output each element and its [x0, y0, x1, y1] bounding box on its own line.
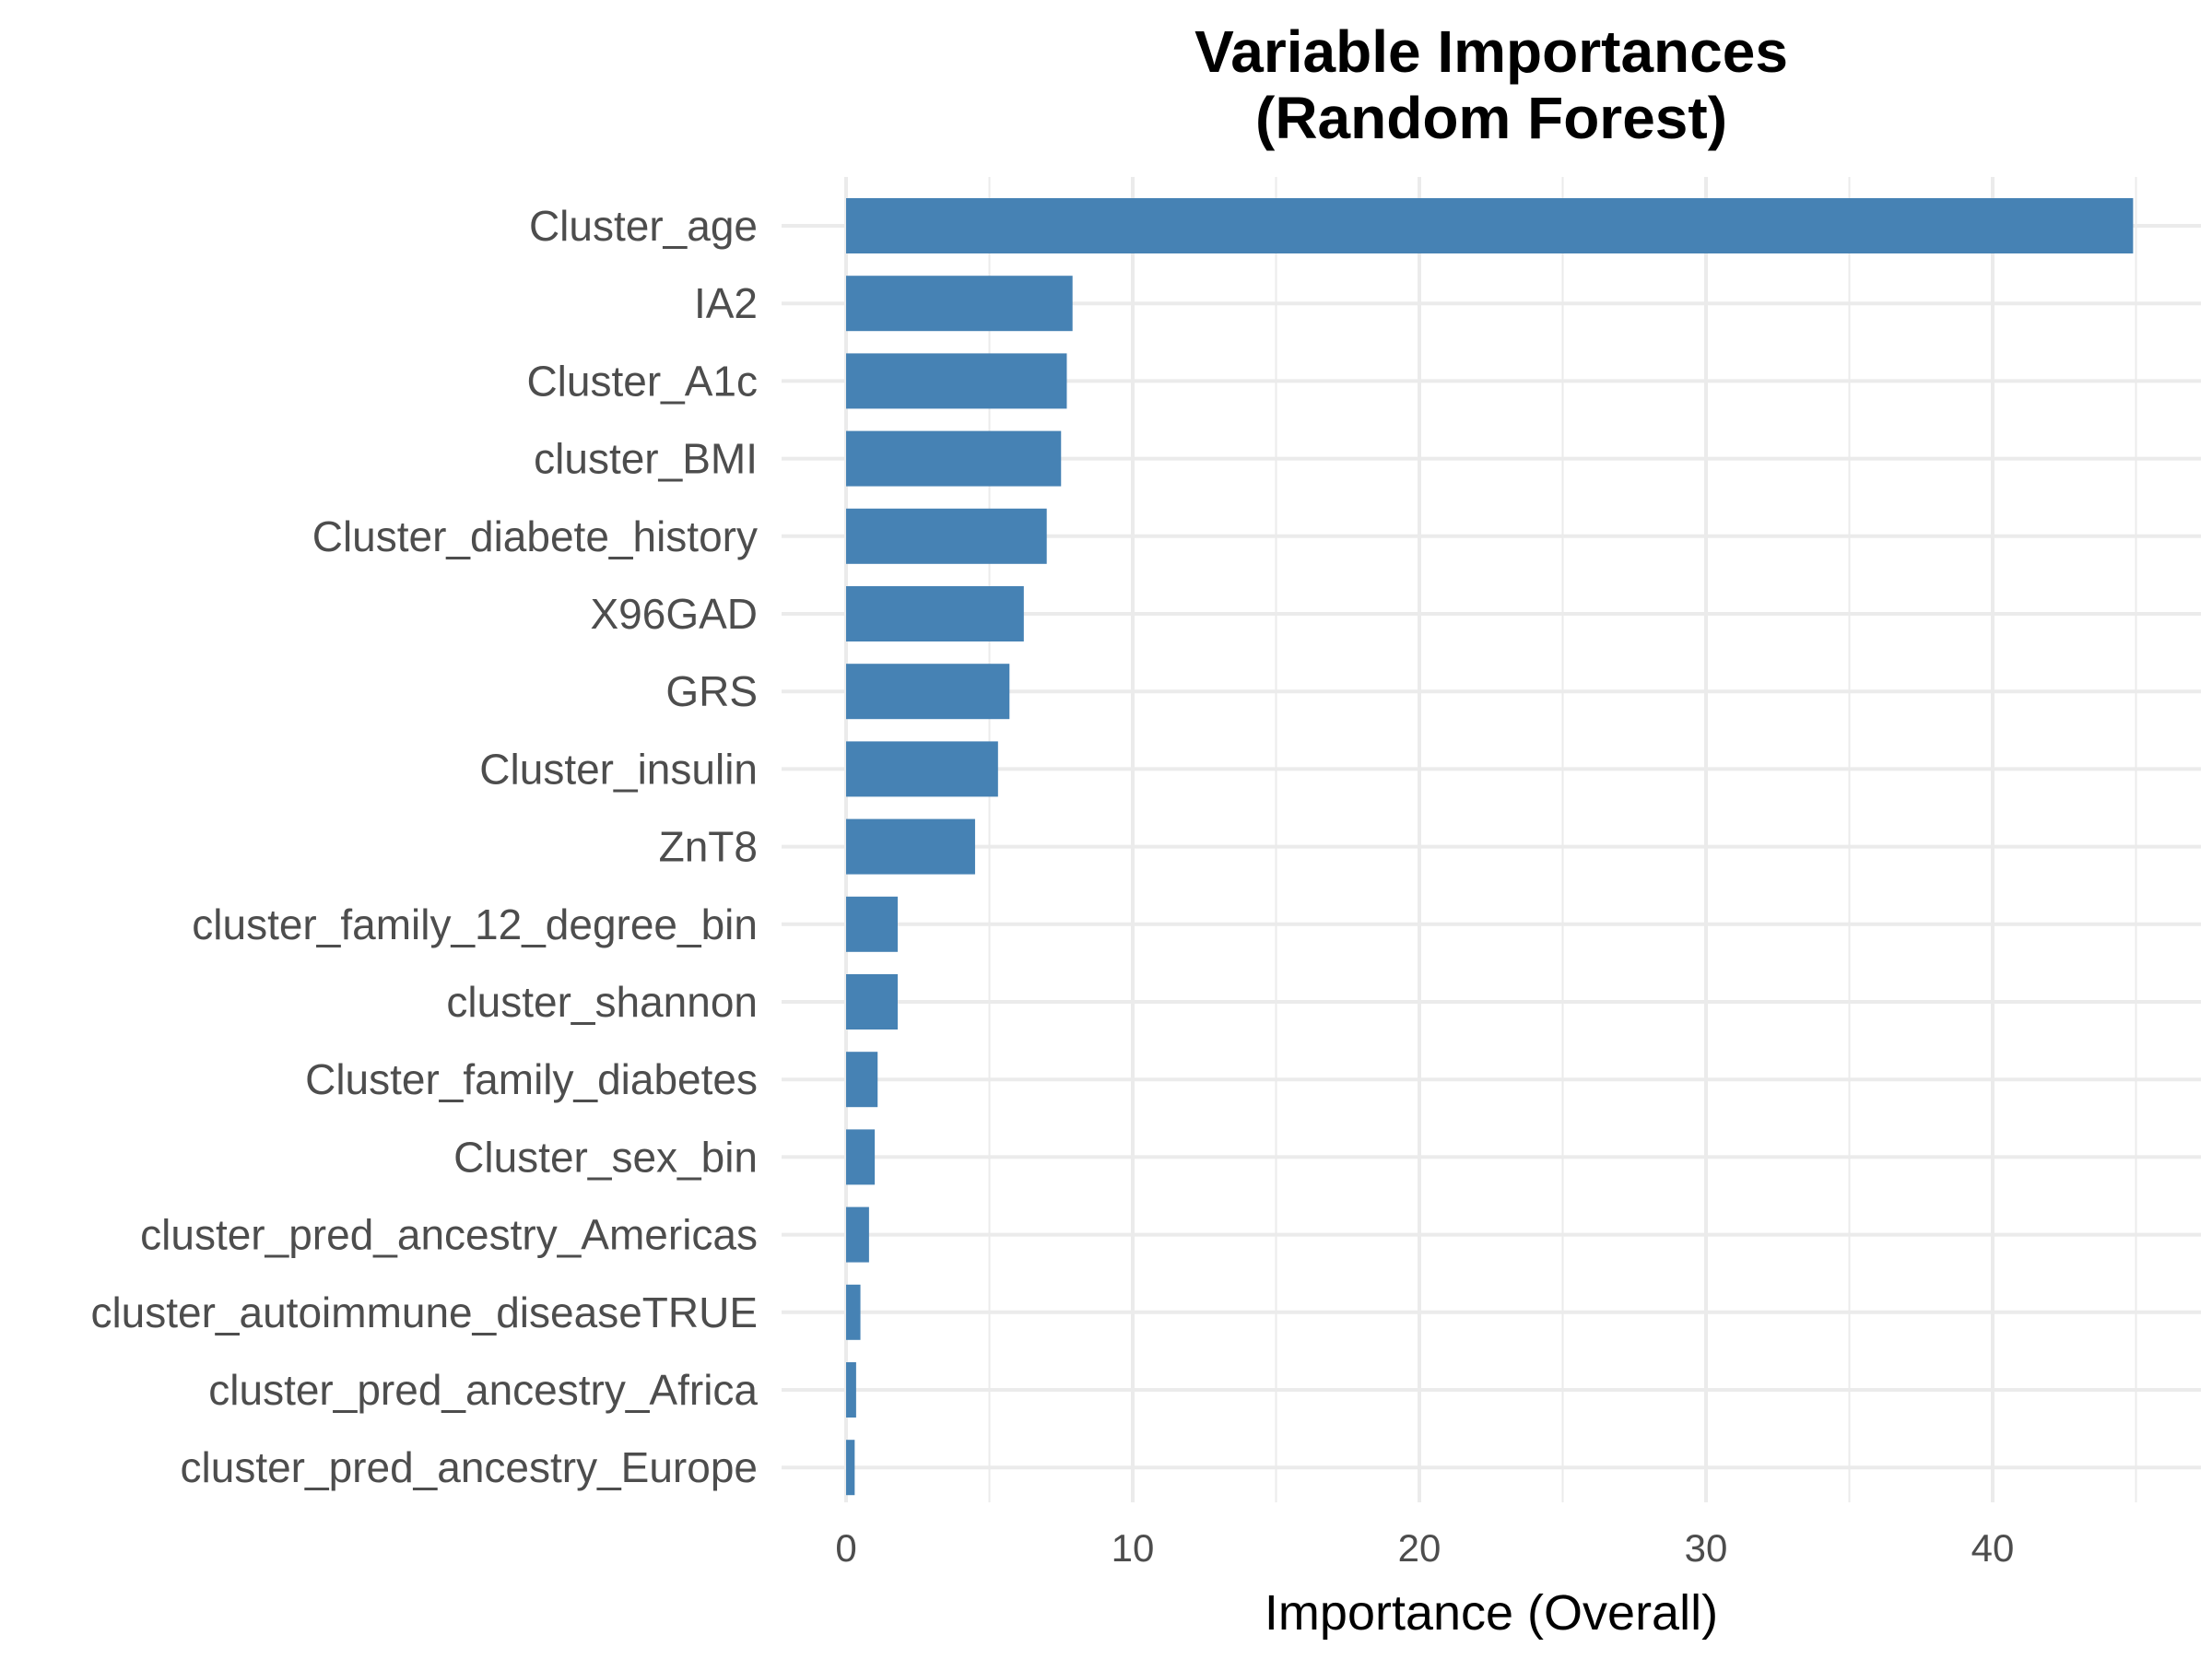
category-label: X96GAD [590, 590, 758, 638]
x-tick-label: 40 [1971, 1526, 2015, 1570]
bar-Cluster_A1c [846, 353, 1067, 409]
category-label: cluster_family_12_degree_bin [192, 900, 758, 948]
bar-Cluster_sex_bin [846, 1129, 876, 1185]
bar-Cluster_family_diabetes [846, 1052, 878, 1108]
bar-ZnT8 [846, 818, 975, 875]
bar-cluster_family_12_degree_bin [846, 896, 898, 952]
category-label: IA2 [694, 279, 758, 327]
bar-cluster_pred_ancestry_Africa [846, 1362, 856, 1418]
category-label: cluster_pred_ancestry_Americas [140, 1211, 758, 1259]
x-axis-title: Importance (Overall) [1265, 1585, 1718, 1641]
category-label: Cluster_insulin [479, 745, 758, 793]
x-tick-label: 10 [1112, 1526, 1155, 1570]
category-label: cluster_pred_ancestry_Europe [181, 1443, 758, 1491]
x-axis-ticks: 0 10 20 30 40 [835, 1526, 2014, 1570]
x-tick-label: 20 [1398, 1526, 1441, 1570]
bar-cluster_BMI [846, 430, 1062, 487]
chart-subtitle: (Random Forest) [1255, 85, 1727, 151]
bar-cluster_shannon [846, 974, 898, 1030]
bars [846, 198, 2134, 1496]
bar-X96GAD [846, 586, 1024, 641]
chart-title: Variable Importances [1194, 18, 1788, 85]
category-label: Cluster_age [529, 202, 758, 250]
category-label: cluster_autoimmune_diseaseTRUE [90, 1288, 758, 1336]
category-labels: Cluster_age IA2 Cluster_A1c cluster_BMI Clus… [90, 202, 758, 1491]
category-label: cluster_pred_ancestry_Africa [208, 1366, 758, 1414]
category-label: Cluster_sex_bin [453, 1133, 758, 1181]
bar-IA2 [846, 276, 1073, 332]
category-label: Cluster_family_diabetes [305, 1055, 758, 1103]
bar-Cluster_insulin [846, 741, 998, 797]
bar-cluster_pred_ancestry_Europe [846, 1440, 855, 1496]
category-label: Cluster_A1c [526, 357, 758, 405]
category-label: cluster_shannon [446, 978, 758, 1026]
x-tick-label: 30 [1685, 1526, 1728, 1570]
category-label: ZnT8 [659, 823, 758, 871]
x-tick-label: 0 [835, 1526, 856, 1570]
bar-Cluster_diabete_history [846, 508, 1047, 564]
bar-cluster_pred_ancestry_Americas [846, 1206, 869, 1263]
category-label: cluster_BMI [534, 435, 758, 483]
category-label: Cluster_diabete_history [312, 512, 758, 560]
bar-GRS [846, 664, 1010, 720]
category-label: GRS [665, 667, 758, 715]
bar-cluster_autoimmune_diseaseTRUE [846, 1284, 861, 1340]
bar-Cluster_age [846, 198, 2134, 253]
